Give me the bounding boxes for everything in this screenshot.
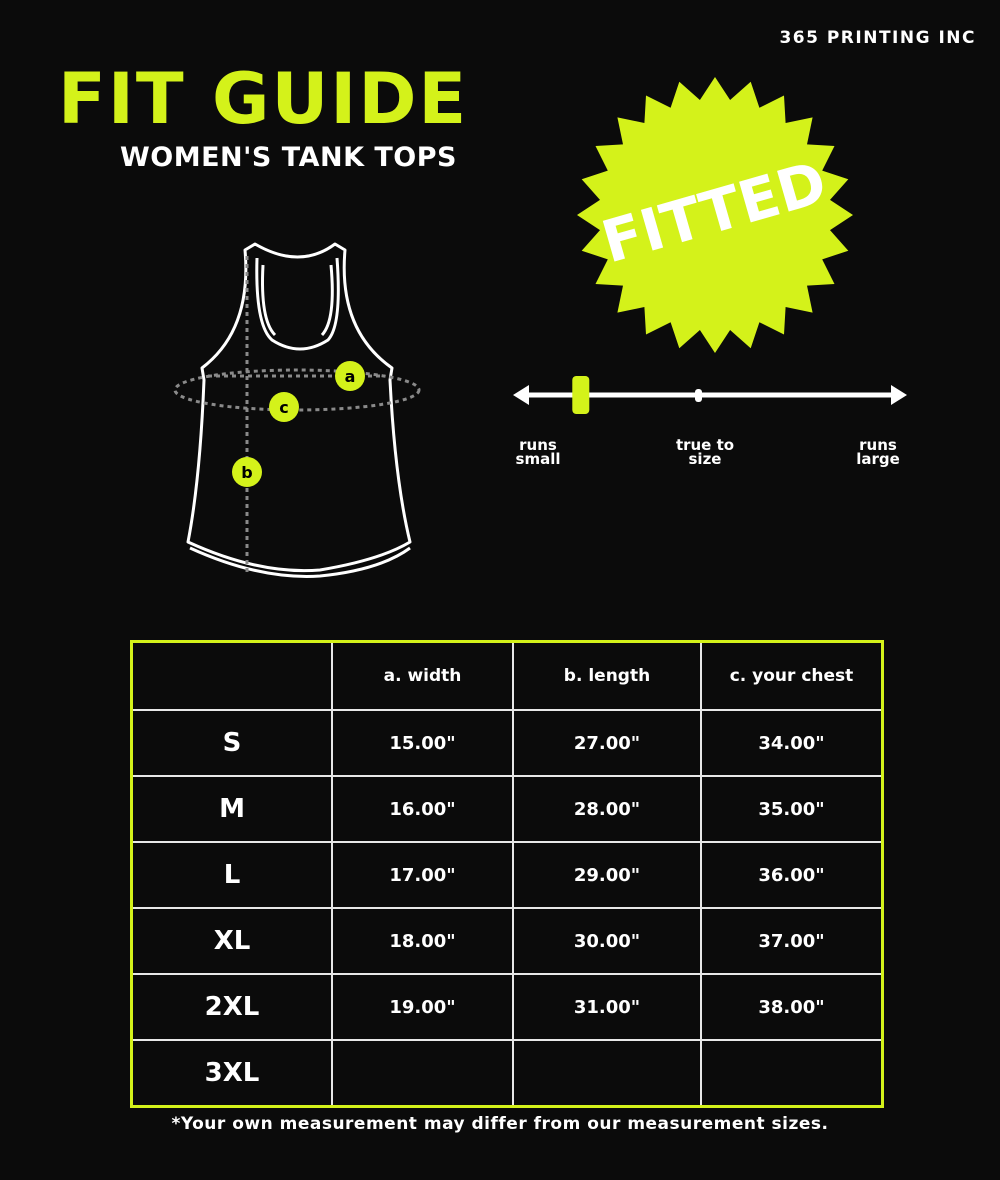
starburst-badge-icon: FITTED: [577, 77, 853, 353]
label-b: b: [241, 463, 252, 482]
true-to-size-tick: [695, 389, 702, 402]
measurement-cell: [331, 1039, 514, 1107]
table-row: M 16.00" 28.00" 35.00": [130, 775, 884, 843]
page-subtitle: WOMEN'S TANK TOPS: [120, 142, 457, 173]
size-table: a. width b. length c. your chest S 15.00"…: [130, 640, 884, 1108]
label-line: large: [856, 450, 900, 468]
label-line: small: [515, 450, 561, 468]
measurement-cell: 27.00": [512, 709, 702, 777]
fit-marker: [572, 376, 590, 414]
measurement-cell: [512, 1039, 702, 1107]
measurement-cell: 31.00": [512, 973, 702, 1041]
header-cell: [130, 640, 333, 711]
table-row: L 17.00" 29.00" 36.00": [130, 841, 884, 909]
label-runs-large: runs large: [840, 436, 916, 468]
measurement-cell: 30.00": [512, 907, 702, 975]
page-title: FIT GUIDE: [58, 58, 469, 140]
table-row: 3XL: [130, 1039, 884, 1107]
size-label: S: [130, 709, 333, 777]
size-label: 2XL: [130, 973, 333, 1041]
label-line: size: [688, 450, 722, 468]
size-label: M: [130, 775, 333, 843]
label-c: c: [279, 398, 288, 417]
size-label: 3XL: [130, 1039, 333, 1107]
label-line: runs: [519, 436, 557, 454]
measurement-cell: 17.00": [331, 841, 514, 909]
footnote: *Your own measurement may differ from ou…: [171, 1114, 829, 1134]
arrow-left-icon: [513, 385, 529, 405]
measurement-cell: 37.00": [700, 907, 884, 975]
table-header-row: a. width b. length c. your chest: [130, 640, 884, 711]
size-label: L: [130, 841, 333, 909]
table-row: XL 18.00" 30.00" 37.00": [130, 907, 884, 975]
fit-scale: [513, 376, 907, 414]
table-row: S 15.00" 27.00" 34.00": [130, 709, 884, 777]
tank-top-diagram: a b c: [173, 242, 421, 578]
header-cell: b. length: [512, 640, 702, 711]
measurement-cell: 28.00": [512, 775, 702, 843]
measurement-cell: [700, 1039, 884, 1107]
label-line: runs: [859, 436, 897, 454]
size-label: XL: [130, 907, 333, 975]
measurement-cell: 38.00": [700, 973, 884, 1041]
brand-name: 365 PRINTING INC: [779, 28, 976, 48]
measurement-cell: 19.00": [331, 973, 514, 1041]
measurement-cell: 15.00": [331, 709, 514, 777]
header-cell: c. your chest: [700, 640, 884, 711]
table-row: 2XL 19.00" 31.00" 38.00": [130, 973, 884, 1041]
label-line: true to: [675, 436, 735, 454]
measurement-cell: 16.00": [331, 775, 514, 843]
header-cell: a. width: [331, 640, 514, 711]
measurement-cell: 18.00": [331, 907, 514, 975]
label-a: a: [345, 367, 356, 386]
measurement-cell: 36.00": [700, 841, 884, 909]
label-true-to-size: true to size: [660, 436, 750, 468]
measurement-cell: 34.00": [700, 709, 884, 777]
arrow-right-icon: [891, 385, 907, 405]
measurement-cell: 29.00": [512, 841, 702, 909]
measurement-cell: 35.00": [700, 775, 884, 843]
label-runs-small: runs small: [500, 436, 576, 468]
